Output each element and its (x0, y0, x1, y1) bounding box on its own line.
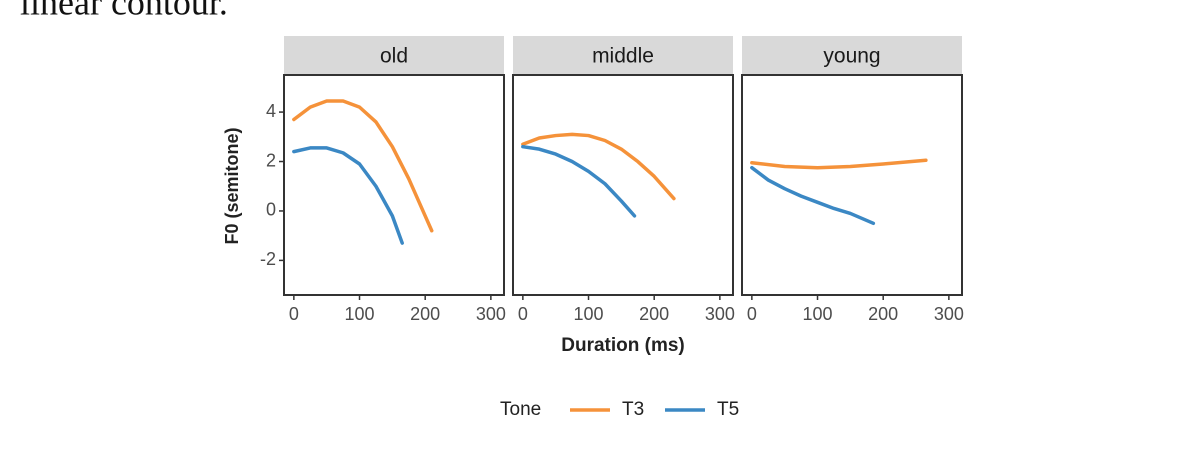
y-axis-label: F0 (semitone) (222, 127, 242, 244)
x-tick-label: 200 (639, 304, 669, 324)
x-tick-label: 0 (518, 304, 528, 324)
series-line (521, 144, 637, 218)
series-line (292, 146, 404, 245)
panel-border (741, 74, 963, 296)
x-tick-label: 200 (868, 304, 898, 324)
x-tick-label: 300 (705, 304, 735, 324)
x-tick-label: 0 (747, 304, 757, 324)
y-tick-label: 0 (266, 200, 276, 220)
y-tick-label: 2 (266, 150, 276, 170)
strip (742, 36, 962, 75)
x-tick-label: 100 (802, 304, 832, 324)
legend-label: T3 (622, 399, 644, 420)
y-tick-label: 4 (266, 101, 276, 121)
x-tick-label: 100 (573, 304, 603, 324)
panel-title: young (823, 45, 880, 68)
x-tick-label: 300 (476, 304, 506, 324)
series-line (521, 132, 676, 201)
legend-title: Tone (500, 399, 541, 420)
body-text: linear contour. (20, 0, 228, 22)
series-line (750, 165, 876, 226)
x-tick-label: 300 (934, 304, 964, 324)
legend-label: T5 (717, 399, 739, 420)
x-axis-label: Duration (ms) (561, 335, 685, 356)
x-tick-label: 100 (344, 304, 374, 324)
strip (284, 36, 504, 75)
x-tick-label: 200 (410, 304, 440, 324)
y-tick-label: -2 (260, 249, 276, 269)
series-line (750, 158, 928, 170)
x-tick-label: 0 (289, 304, 299, 324)
panel-title: middle (592, 45, 654, 68)
panel-title: old (380, 45, 408, 68)
panel-border (512, 74, 734, 296)
panel-border (283, 74, 505, 296)
strip (513, 36, 733, 75)
series-line (292, 99, 434, 233)
